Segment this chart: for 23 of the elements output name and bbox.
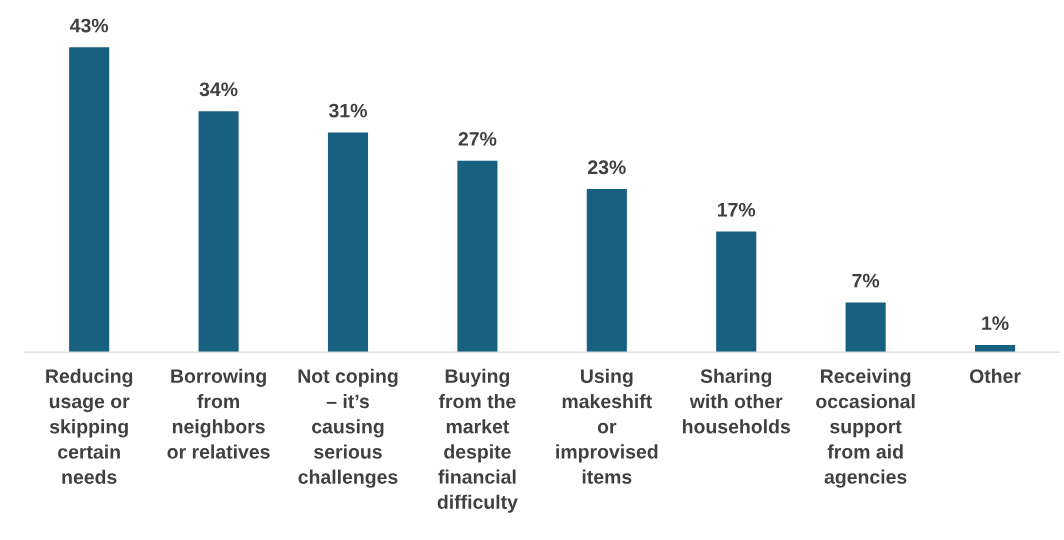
data-label: 1% bbox=[982, 316, 1009, 330]
x-tick-label: Reducing usage or skipping certain needs bbox=[46, 368, 133, 484]
bar bbox=[716, 231, 757, 353]
bar bbox=[198, 111, 239, 353]
x-tick-label: Buying from the market despite financial difficulty bbox=[437, 368, 518, 513]
data-label: 31% bbox=[328, 103, 367, 118]
data-label: 7% bbox=[852, 273, 880, 288]
bar bbox=[586, 189, 627, 353]
x-tick-label: Receiving occasional support from aid agencies bbox=[816, 368, 915, 488]
bar bbox=[327, 132, 369, 353]
data-label: 34% bbox=[199, 82, 238, 97]
data-label: 17% bbox=[717, 202, 756, 217]
x-tick-label: Other bbox=[969, 368, 1021, 384]
bar bbox=[457, 160, 498, 353]
x-tick-label: Not coping – it’s causing serious challenges bbox=[298, 368, 398, 488]
x-tick-label: Using makeshift or improvised items bbox=[556, 368, 658, 484]
bar bbox=[69, 47, 110, 353]
data-label: 43% bbox=[70, 18, 109, 33]
bar bbox=[845, 302, 886, 353]
x-tick-label: Borrowing from neighbors or relatives bbox=[167, 368, 270, 459]
x-tick-label: Sharing with other households bbox=[683, 368, 790, 434]
data-label: 23% bbox=[588, 160, 626, 175]
data-label: 27% bbox=[458, 132, 497, 146]
